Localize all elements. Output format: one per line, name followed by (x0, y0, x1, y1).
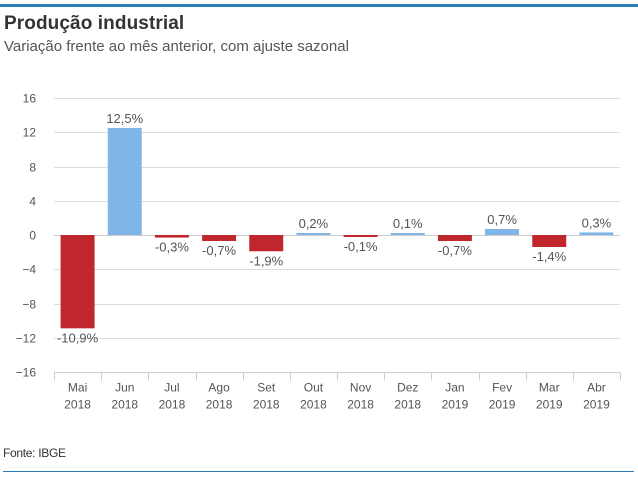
y-tick-label: −16 (16, 366, 37, 380)
x-tick-label-year: 2018 (347, 398, 374, 412)
x-tick-label-year: 2018 (64, 398, 91, 412)
data-label: 0,2% (299, 216, 329, 231)
x-tick-label-month: Set (257, 381, 276, 395)
bottom-accent-rule (3, 471, 634, 472)
x-tick-label-month: Dez (397, 381, 418, 395)
data-label: 0,3% (582, 215, 612, 230)
bar (579, 232, 614, 235)
x-tick-label-month: Ago (208, 381, 230, 395)
x-tick-label-year: 2018 (394, 398, 421, 412)
bar (437, 235, 472, 241)
y-tick-label: −12 (16, 332, 37, 346)
x-tick-label-year: 2018 (253, 398, 280, 412)
data-label: -1,9% (249, 253, 283, 268)
x-tick-label-year: 2018 (206, 398, 233, 412)
x-tick-label-year: 2019 (583, 398, 610, 412)
x-tick-label-month: Mai (68, 381, 87, 395)
chart-subtitle: Variação frente ao mês anterior, com aju… (4, 38, 349, 55)
bar (107, 127, 142, 235)
x-tick-label-month: Nov (350, 381, 371, 395)
x-tick-label-month: Fev (492, 381, 512, 395)
bar (296, 233, 331, 235)
top-accent-rule (0, 4, 638, 7)
bar (485, 229, 520, 235)
y-tick-label: 4 (29, 195, 36, 209)
bar (249, 235, 284, 252)
bar (154, 235, 189, 238)
source-note: Fonte: IBGE (3, 446, 66, 460)
x-tick-label-year: 2019 (536, 398, 563, 412)
data-label: -0,3% (155, 240, 189, 255)
x-tick-label-month: Jul (164, 381, 179, 395)
data-label: 12,5% (106, 111, 143, 126)
bar (532, 235, 567, 247)
data-label: -0,1% (344, 239, 378, 254)
x-tick-label-year: 2019 (489, 398, 516, 412)
x-tick-label-month: Jan (445, 381, 464, 395)
data-label: -0,7% (438, 243, 472, 258)
x-tick-label-year: 2018 (159, 398, 186, 412)
y-tick-label: 8 (29, 161, 36, 175)
x-tick-label-year: 2018 (111, 398, 138, 412)
x-tick-label-year: 2018 (300, 398, 327, 412)
chart-title: Produção industrial (4, 13, 185, 34)
data-label: 0,7% (487, 212, 517, 227)
bar (390, 233, 425, 235)
y-tick-label: 0 (29, 229, 36, 243)
y-tick-label: 12 (23, 126, 37, 140)
y-tick-label: −4 (22, 263, 36, 277)
bar (60, 235, 95, 329)
data-label: -0,7% (202, 243, 236, 258)
x-tick-label-month: Mar (539, 381, 560, 395)
y-tick-label: 16 (23, 92, 37, 106)
data-label: -10,9% (57, 330, 99, 345)
x-tick-label-month: Jun (115, 381, 134, 395)
y-tick-label: −8 (22, 298, 36, 312)
x-tick-label-year: 2019 (442, 398, 469, 412)
x-tick-label-month: Out (304, 381, 324, 395)
bar (202, 235, 237, 241)
bar (343, 235, 378, 237)
data-label: 0,1% (393, 216, 423, 231)
x-tick-label-month: Abr (587, 381, 606, 395)
data-label: -1,4% (532, 249, 566, 264)
